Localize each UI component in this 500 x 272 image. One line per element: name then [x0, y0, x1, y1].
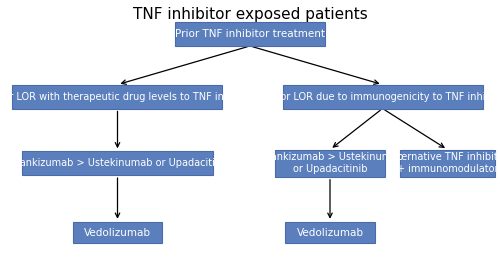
Text: PNR or LOR due to immunogenicity to TNF inhibitor: PNR or LOR due to immunogenicity to TNF …	[257, 92, 500, 101]
FancyBboxPatch shape	[275, 150, 385, 177]
FancyBboxPatch shape	[175, 22, 325, 46]
Text: Vedolizumab: Vedolizumab	[296, 228, 364, 237]
FancyBboxPatch shape	[285, 222, 375, 243]
FancyBboxPatch shape	[282, 85, 482, 109]
Text: Alternative TNF inhibitor
+ immunomodulator: Alternative TNF inhibitor + immunomodula…	[388, 152, 500, 174]
Text: Risankizumab > Ustekinumab
or Upadacitinib: Risankizumab > Ustekinumab or Upadacitin…	[256, 152, 404, 174]
Text: Prior TNF inhibitor treatment: Prior TNF inhibitor treatment	[175, 29, 325, 39]
Text: TNF inhibitor exposed patients: TNF inhibitor exposed patients	[132, 7, 368, 22]
Text: Risankizumab > Ustekinumab or Upadacitinib: Risankizumab > Ustekinumab or Upadacitin…	[5, 158, 230, 168]
FancyBboxPatch shape	[12, 85, 222, 109]
FancyBboxPatch shape	[72, 222, 162, 243]
FancyBboxPatch shape	[400, 150, 495, 177]
FancyBboxPatch shape	[22, 151, 212, 175]
Text: PNR or LOR with therapeutic drug levels to TNF inhibitor: PNR or LOR with therapeutic drug levels …	[0, 92, 256, 101]
Text: Vedolizumab: Vedolizumab	[84, 228, 151, 237]
